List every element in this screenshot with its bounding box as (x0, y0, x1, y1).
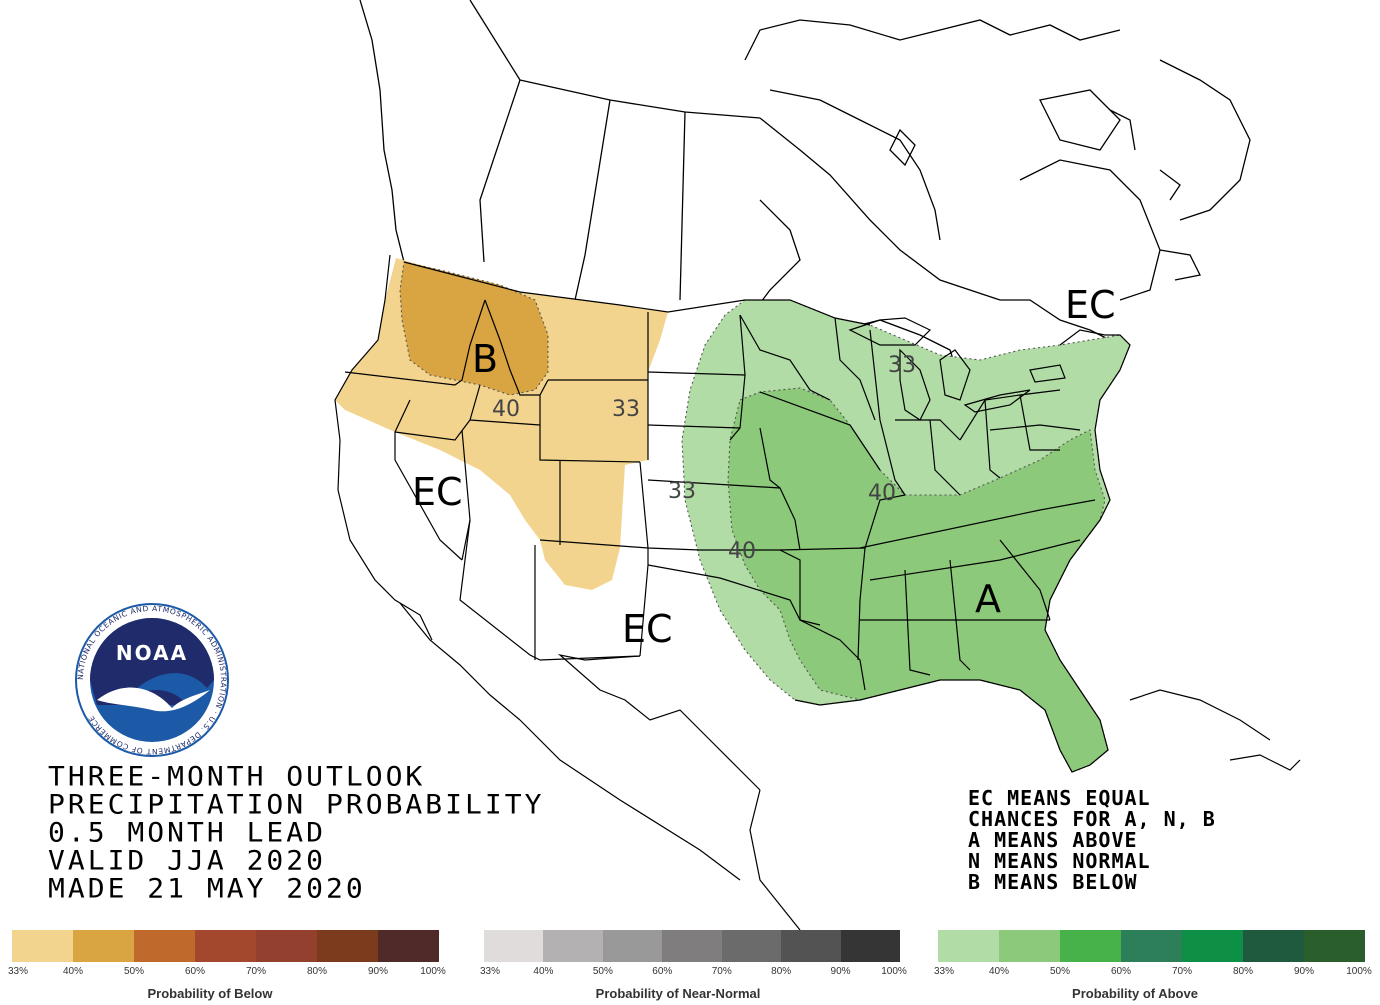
near-tick-label: 70% (711, 966, 732, 977)
title-line-3: 0.5 MONTH LEAD (48, 816, 327, 849)
near-tick-label: 50% (592, 966, 613, 977)
above-tick-label: 33% (933, 966, 955, 977)
legend-note-5: B MEANS BELOW (968, 870, 1138, 894)
title-line-5: MADE 21 MAY 2020 (48, 872, 366, 905)
title-block: THREE-MONTH OUTLOOK PRECIPITATION PROBAB… (48, 763, 544, 903)
near-tick-label: 40% (533, 966, 554, 977)
noaa-logo-text: NOAA (116, 641, 188, 665)
below-swatch-4 (195, 930, 256, 962)
below-tick-label: 90% (367, 966, 389, 977)
above-tick-label: 60% (1110, 966, 1132, 977)
near-normal-scale-ticks: 33% 40% 50% 60% 70% 80% 90% 100% (480, 966, 907, 980)
above-swatch-7 (1304, 930, 1365, 962)
label-above: A (975, 577, 1001, 621)
near-tick-label: 90% (830, 966, 851, 977)
above-swatch-2 (999, 930, 1060, 962)
map-labels: B A EC EC EC 40 33 33 40 40 33 (412, 283, 1116, 651)
above-tick-label: 100% (1346, 966, 1372, 977)
near-tick-label: 33% (479, 966, 501, 977)
near-normal-scale-title: Probability of Near-Normal (595, 986, 761, 1001)
above-tick-label: 40% (988, 966, 1010, 977)
below-tick-label: 40% (62, 966, 84, 977)
below-scale-ticks: 33% 40% 50% 60% 70% 80% 90% 100% (8, 966, 446, 980)
below-tick-label: 80% (306, 966, 328, 977)
label-contour-40-west: 40 (492, 397, 520, 422)
label-below: B (472, 337, 498, 381)
above-tick-label: 70% (1171, 966, 1193, 977)
above-swatch-3 (1060, 930, 1121, 962)
near-tick-label: 60% (652, 966, 673, 977)
below-scale-title: Probability of Below (147, 986, 273, 1001)
near-swatch-3 (602, 930, 663, 962)
label-contour-33-mid: 33 (668, 479, 696, 504)
below-tick-label: 70% (245, 966, 267, 977)
near-swatch-4 (662, 930, 722, 962)
above-tick-label: 80% (1232, 966, 1254, 977)
label-contour-33-lakes: 33 (888, 353, 916, 378)
legend-note-4: N MEANS NORMAL (968, 849, 1151, 873)
above-scale-title: Probability of Above (1072, 986, 1198, 1001)
below-tick-label: 33% (7, 966, 29, 977)
canada-boundaries (359, 0, 1251, 381)
below-color-scale (12, 930, 439, 962)
below-swatch-3 (134, 930, 195, 962)
label-contour-40-mid: 40 (868, 481, 896, 506)
label-contour-33-west: 33 (612, 397, 640, 422)
near-tick-label: 100% (881, 966, 907, 977)
below-swatch-5 (256, 930, 317, 962)
above-40-region (727, 387, 1109, 773)
above-tick-label: 90% (1293, 966, 1315, 977)
below-tick-label: 50% (123, 966, 145, 977)
label-ec-south: EC (622, 607, 673, 651)
near-swatch-1 (484, 930, 544, 962)
below-tick-label: 100% (420, 966, 446, 977)
title-line-2: PRECIPITATION PROBABILITY (48, 788, 545, 821)
title-line-4: VALID JJA 2020 (48, 844, 327, 877)
noaa-logo: NOAA NATIONAL OCEANIC AND ATMOSPHERIC AD… (75, 603, 229, 757)
near-swatch-5 (721, 930, 782, 962)
label-ec-west: EC (412, 470, 463, 514)
below-swatch-7 (378, 930, 439, 962)
above-tick-label: 50% (1049, 966, 1071, 977)
legend-note-2: CHANCES FOR A, N, B (968, 807, 1216, 831)
label-ec-northeast: EC (1065, 283, 1116, 327)
near-tick-label: 80% (771, 966, 792, 977)
above-swatch-6 (1243, 930, 1304, 962)
legend-note-1: EC MEANS EQUAL (968, 786, 1151, 810)
near-normal-color-scale (484, 930, 900, 962)
above-color-scale (938, 930, 1365, 962)
above-swatch-5 (1182, 930, 1243, 962)
legend-note-3: A MEANS ABOVE (968, 828, 1138, 852)
near-swatch-2 (543, 930, 603, 962)
above-scale-ticks: 33% 40% 50% 60% 70% 80% 90% 100% (934, 966, 1372, 980)
below-swatch-6 (317, 930, 378, 962)
above-swatch-4 (1121, 930, 1182, 962)
title-line-1: THREE-MONTH OUTLOOK (48, 760, 426, 793)
below-swatch-1 (12, 930, 73, 962)
label-contour-40-south: 40 (728, 539, 756, 564)
below-tick-label: 60% (184, 966, 206, 977)
category-legend: EC MEANS EQUAL CHANCES FOR A, N, B A MEA… (968, 788, 1216, 893)
us-state-boundaries (334, 254, 1301, 931)
above-swatch-1 (938, 930, 999, 962)
near-swatch-6 (781, 930, 841, 962)
near-swatch-7 (840, 930, 900, 962)
below-swatch-2 (73, 930, 134, 962)
